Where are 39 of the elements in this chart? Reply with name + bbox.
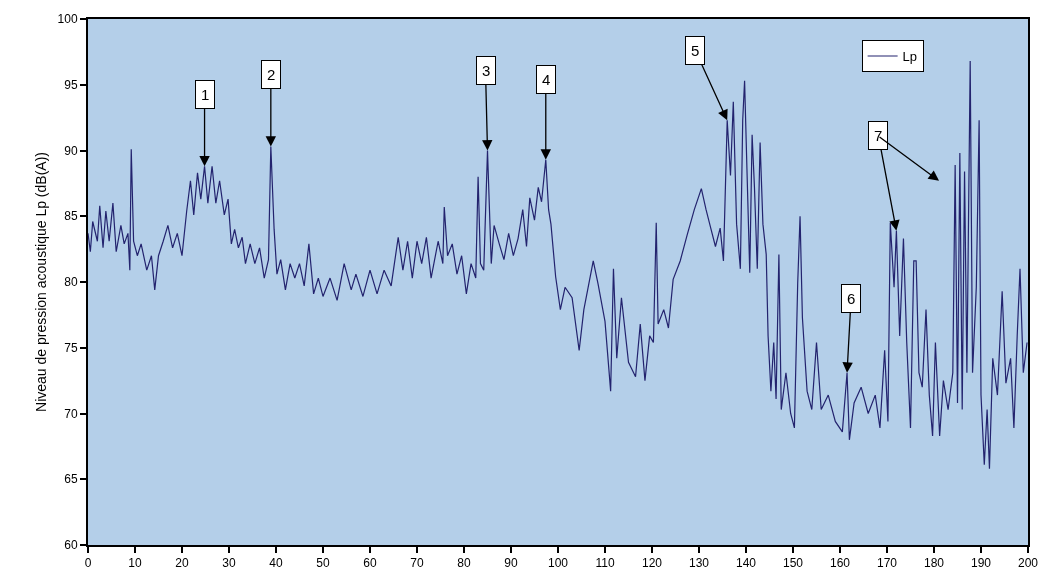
x-tick-label: 0 — [84, 556, 92, 571]
y-tick-label: 60 — [64, 538, 78, 553]
x-tick-label: 70 — [410, 556, 424, 571]
annotation: 6 — [847, 290, 856, 307]
x-tick-label: 170 — [876, 556, 898, 571]
y-tick-label: 80 — [64, 275, 78, 290]
x-tick-label: 100 — [547, 556, 569, 571]
x-tick-label: 90 — [504, 556, 518, 571]
y-tick-label: 85 — [64, 209, 78, 224]
legend-label: Lp — [902, 49, 918, 65]
x-tick-label: 140 — [735, 556, 757, 571]
y-tick-label: 70 — [64, 406, 78, 421]
annotation: 3 — [482, 62, 491, 79]
x-tick-label: 180 — [923, 556, 945, 571]
annotation: 2 — [267, 66, 276, 83]
y-tick-label: 100 — [57, 12, 78, 27]
annotation: 4 — [542, 71, 551, 88]
y-tick-label: 65 — [64, 472, 78, 487]
x-tick-label: 80 — [457, 556, 471, 571]
y-tick-label: 75 — [64, 340, 78, 355]
x-tick-label: 150 — [782, 556, 804, 571]
annotation: 1 — [201, 86, 210, 103]
x-tick-label: 200 — [1017, 556, 1039, 571]
x-tick-label: 190 — [970, 556, 992, 571]
y-tick-label: 90 — [64, 143, 78, 158]
x-tick-label: 130 — [688, 556, 710, 571]
x-tick-label: 60 — [363, 556, 377, 571]
annotation: 7 — [874, 127, 883, 144]
annotation: 5 — [691, 42, 700, 59]
x-tick-label: 10 — [128, 556, 142, 571]
x-tick-label: 40 — [269, 556, 283, 571]
x-tick-label: 50 — [316, 556, 330, 571]
x-tick-label: 110 — [595, 556, 615, 571]
x-tick-label: 30 — [222, 556, 236, 571]
y-tick-label: 95 — [64, 77, 78, 92]
x-tick-label: 20 — [175, 556, 189, 571]
x-tick-label: 160 — [829, 556, 851, 571]
x-tick-label: 120 — [641, 556, 663, 571]
y-axis-title: Niveau de pression acoustique Lp (dB(A)) — [32, 152, 49, 412]
